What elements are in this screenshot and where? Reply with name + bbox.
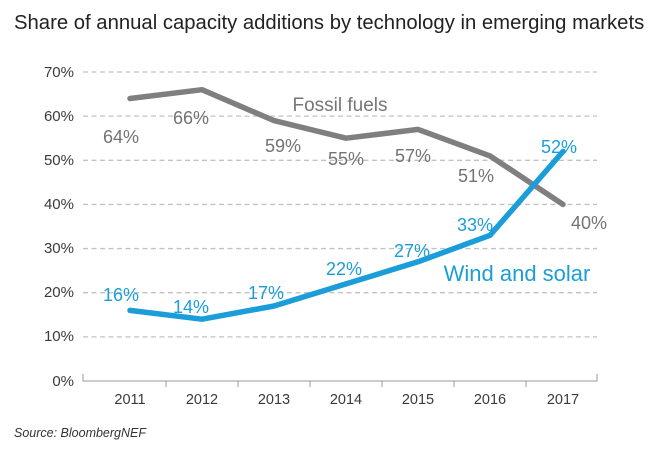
svg-text:70%: 70% xyxy=(44,64,74,81)
svg-text:57%: 57% xyxy=(395,146,431,166)
svg-text:17%: 17% xyxy=(248,283,284,303)
svg-text:2016: 2016 xyxy=(474,392,506,408)
svg-text:Fossil fuels: Fossil fuels xyxy=(292,95,387,116)
svg-text:2013: 2013 xyxy=(258,392,290,408)
svg-text:2011: 2011 xyxy=(114,392,145,408)
svg-text:14%: 14% xyxy=(173,297,209,317)
svg-text:40%: 40% xyxy=(571,213,607,233)
svg-text:0%: 0% xyxy=(52,373,74,390)
svg-text:22%: 22% xyxy=(326,259,362,279)
svg-text:10%: 10% xyxy=(44,328,74,345)
svg-text:33%: 33% xyxy=(457,215,493,235)
svg-text:66%: 66% xyxy=(173,108,209,128)
svg-text:30%: 30% xyxy=(44,240,74,257)
svg-text:16%: 16% xyxy=(103,285,139,305)
svg-text:2012: 2012 xyxy=(186,392,218,408)
svg-text:60%: 60% xyxy=(44,108,74,125)
svg-text:2017: 2017 xyxy=(547,392,579,408)
svg-text:52%: 52% xyxy=(541,137,577,157)
svg-text:2014: 2014 xyxy=(330,392,362,408)
svg-text:64%: 64% xyxy=(103,127,139,147)
svg-text:51%: 51% xyxy=(458,166,494,186)
svg-text:20%: 20% xyxy=(44,284,74,301)
svg-text:40%: 40% xyxy=(44,196,74,213)
svg-text:59%: 59% xyxy=(265,136,301,156)
svg-text:Wind and solar: Wind and solar xyxy=(444,261,591,286)
svg-text:50%: 50% xyxy=(44,152,74,169)
svg-text:2015: 2015 xyxy=(402,392,434,408)
svg-text:27%: 27% xyxy=(394,241,430,261)
svg-text:55%: 55% xyxy=(328,149,364,169)
